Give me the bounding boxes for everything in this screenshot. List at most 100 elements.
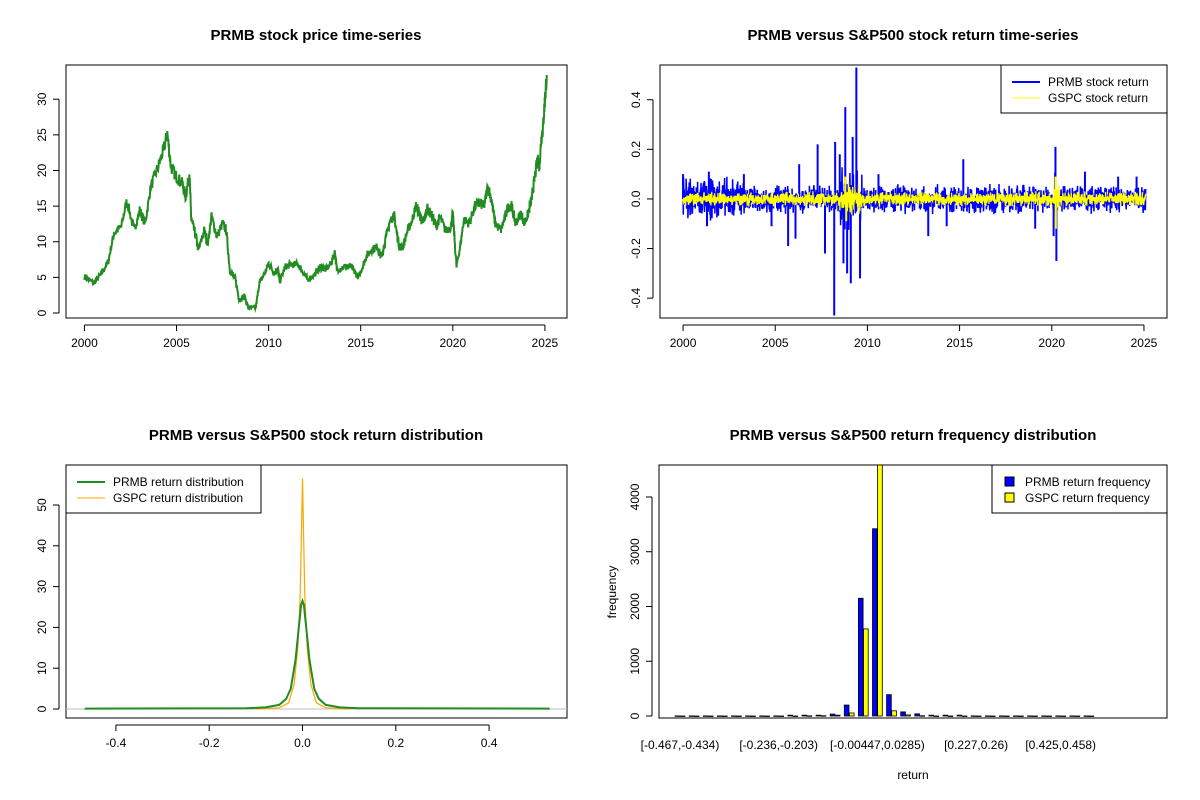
bar-gspc: [708, 715, 714, 717]
y-tick-label: 0: [35, 309, 49, 316]
bar-prmb: [984, 715, 991, 717]
y-tick-label: 0.2: [629, 141, 643, 158]
x-tick-label: 2015: [347, 336, 374, 350]
y-tick-label: 0.0: [629, 190, 643, 207]
axes-2: -0.4 -0.2 0.0 0.2 0.4 0 10 20 30 40 50: [35, 464, 568, 750]
bar-gspc: [820, 715, 827, 717]
x-tick-label: 2005: [762, 336, 789, 350]
bar-prmb: [1013, 715, 1019, 717]
legend-histogram: PRMB return frequency GSPC return freque…: [991, 464, 1168, 514]
bar-gspc: [863, 628, 869, 717]
bar-gspc: [750, 715, 756, 717]
y-axis-label-histogram: frequency: [605, 566, 619, 619]
y-tick-label: 5: [35, 274, 49, 281]
y-tick-label: 2000: [628, 593, 642, 620]
x-tick-label: 2010: [854, 336, 881, 350]
x-tick-label: -0.4: [106, 736, 127, 750]
bar-prmb: [858, 597, 864, 717]
bar-prmb: [829, 713, 836, 717]
axes-3: 0 1000 2000 3000 4000: [628, 464, 1168, 719]
bar-gspc: [1032, 715, 1038, 717]
bar-prmb: [1027, 715, 1033, 717]
plot-frame: [659, 64, 1168, 319]
bar-prmb: [815, 714, 822, 717]
y-tick-label: 3000: [628, 538, 642, 565]
x-tick-label: 2020: [439, 336, 466, 350]
x-tick-label: [-0.467,-0.434): [641, 738, 720, 752]
x-tick-label: 0.2: [387, 736, 404, 750]
bar-gspc: [919, 715, 926, 717]
bar-prmb: [872, 528, 878, 717]
bar-gspc: [891, 710, 897, 717]
y-tick-label: -0.2: [629, 238, 643, 259]
bar-gspc: [764, 715, 770, 717]
y-tick-label: 0: [628, 712, 642, 719]
x-tick-label: [-0.236,-0.203): [739, 738, 818, 752]
bar-gspc: [679, 715, 686, 717]
bar-gspc: [1018, 715, 1024, 717]
bar-prmb: [801, 714, 808, 717]
y-tick-label: -0.4: [629, 287, 643, 308]
bar-prmb: [942, 714, 949, 717]
y-tick-label: 20: [35, 620, 49, 634]
x-tick-label: [0.227,0.26): [944, 738, 1008, 752]
title-density: PRMB versus S&P500 stock return distribu…: [149, 427, 483, 444]
y-tick-label: 0.4: [629, 91, 643, 108]
x-tick-label: 2025: [1131, 336, 1158, 350]
bar-prmb: [674, 715, 681, 717]
axes-1: 2000 2005 2010 2015 2020 2025 -0.4 -0.2 0.0 0.2 0.…: [629, 64, 1168, 350]
y-tick-label: 30: [35, 580, 49, 594]
bar-prmb: [759, 715, 765, 717]
bar-prmb: [745, 715, 751, 717]
bar-prmb: [843, 704, 850, 717]
x-tick-label: 2000: [71, 336, 98, 350]
y-tick-label: 30: [35, 92, 49, 106]
y-tick-label: 20: [35, 163, 49, 177]
bar-prmb: [886, 694, 892, 717]
legend-label-gspc: GSPC stock return: [1048, 91, 1148, 105]
bar-gspc: [975, 715, 982, 717]
plot-frame: [658, 464, 1168, 719]
legend-swatch-gspc: [1004, 492, 1015, 503]
y-tick-label: 10: [35, 661, 49, 675]
x-tick-label: 0.4: [481, 736, 498, 750]
bar-gspc: [778, 715, 785, 717]
bar-gspc: [1074, 715, 1081, 717]
bar-prmb: [1041, 715, 1047, 717]
bar-gspc: [722, 715, 728, 717]
y-tick-label: 50: [35, 498, 49, 512]
x-tick-label: 2010: [255, 336, 282, 350]
plot-frame: [65, 64, 568, 319]
bar-prmb: [787, 714, 794, 717]
legend-label-prmb: PRMB return distribution: [113, 475, 244, 489]
bar-gspc: [806, 715, 813, 717]
x-tick-label: 2000: [670, 336, 697, 350]
plot-frame: [65, 464, 568, 719]
x-tick-label: 0.0: [294, 736, 311, 750]
y-tick-label: 40: [35, 539, 49, 553]
legend-density: PRMB return distribution GSPC return dis…: [65, 464, 262, 514]
y-tick-label: 10: [35, 235, 49, 249]
bar-gspc: [849, 712, 855, 717]
legend-returns: PRMB stock return GSPC stock return: [1000, 64, 1168, 114]
title-histogram: PRMB versus S&P500 return frequency dist…: [730, 427, 1097, 444]
y-tick-label: 1000: [628, 648, 642, 675]
bar-gspc: [1060, 715, 1067, 717]
bar-gspc: [990, 715, 996, 717]
bar-gspc: [792, 715, 799, 717]
x-tick-label: 2005: [163, 336, 190, 350]
x-tick-label: [0.425,0.458): [1025, 738, 1096, 752]
bar-gspc: [947, 715, 954, 717]
bar-prmb: [702, 715, 709, 717]
x-tick-label: [-0.00447,0.0285): [830, 738, 925, 752]
bar-prmb: [773, 715, 779, 717]
density-line-gspc: [255, 478, 350, 710]
bar-prmb: [914, 713, 920, 717]
bar-prmb: [1069, 715, 1076, 717]
legend-label-gspc: GSPC return distribution: [113, 491, 243, 505]
x-tick-label: 2015: [946, 336, 973, 350]
bar-prmb: [928, 714, 935, 717]
